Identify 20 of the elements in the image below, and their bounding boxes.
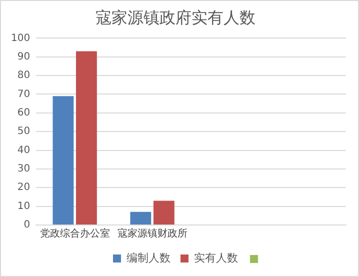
y-tick-label: 70 [17, 88, 30, 100]
bar [153, 200, 174, 224]
chart-title: 寇家源镇政府实有人数 [96, 8, 256, 27]
y-tick-label: 20 [17, 182, 30, 194]
y-tick-label: 0 [24, 220, 30, 231]
legend-label: 实有人数 [194, 251, 238, 264]
bar [130, 212, 152, 224]
y-tick-label: 60 [17, 108, 30, 119]
y-tick-label: 40 [17, 144, 30, 156]
x-tick-label: 党政综合办公室 [40, 228, 110, 240]
y-tick-label: 100 [10, 32, 30, 44]
y-tick-label: 10 [17, 200, 30, 212]
y-tick-label: 80 [17, 70, 30, 82]
y-tick-label: 30 [17, 164, 30, 175]
x-tick-label: 寇家源镇财政所 [117, 228, 188, 240]
y-tick-label: 90 [17, 51, 30, 62]
y-tick-label: 50 [17, 126, 30, 138]
bar [76, 51, 97, 224]
bar [52, 96, 74, 224]
legend-label: 编制人数 [126, 251, 170, 264]
